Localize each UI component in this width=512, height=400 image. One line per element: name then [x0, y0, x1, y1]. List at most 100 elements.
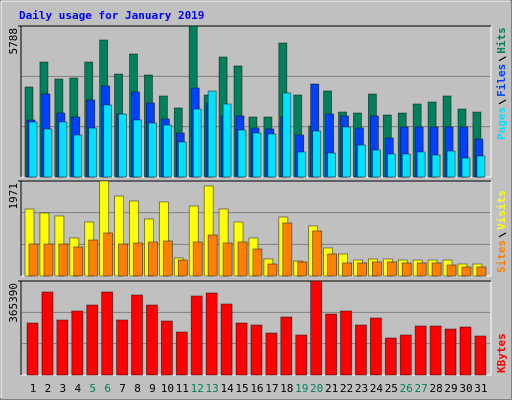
bar — [474, 335, 487, 376]
bar — [310, 280, 323, 376]
bar — [401, 262, 412, 277]
bar — [175, 331, 188, 376]
legend-entry: Files — [495, 64, 508, 97]
bar — [342, 262, 352, 277]
x-tick-label: 27 — [415, 382, 428, 395]
bar — [116, 319, 128, 376]
bar — [312, 230, 323, 277]
bar — [71, 310, 84, 376]
bar — [312, 130, 322, 178]
y-tick-label: 5788 — [7, 28, 20, 55]
x-tick-label: 9 — [149, 382, 156, 395]
bar — [297, 151, 307, 178]
bar — [414, 325, 427, 376]
bar — [461, 157, 471, 178]
legend-entry: Sites — [495, 240, 508, 273]
bar — [371, 261, 382, 277]
bar — [386, 261, 397, 277]
x-tick-label: 3 — [60, 382, 67, 395]
x-tick-label: 25 — [385, 382, 398, 395]
x-tick-label: 26 — [400, 382, 413, 395]
bar — [58, 243, 69, 277]
legend-separator — [498, 232, 507, 238]
bar — [86, 304, 99, 376]
legend-separator — [498, 99, 507, 105]
bar — [58, 121, 68, 178]
bar — [355, 324, 367, 376]
bar — [416, 151, 426, 178]
bar — [88, 127, 98, 178]
bar — [118, 243, 128, 277]
x-tick-label: 16 — [250, 382, 263, 395]
bar — [282, 92, 292, 178]
bar — [325, 313, 338, 376]
bar — [446, 150, 456, 178]
bar — [357, 262, 367, 277]
bar — [162, 124, 172, 178]
x-tick-label: 6 — [104, 382, 111, 395]
bar — [192, 241, 203, 277]
bar — [342, 126, 351, 178]
bar — [28, 121, 38, 178]
bar — [399, 334, 412, 376]
x-tick-label: 12 — [191, 382, 204, 395]
x-tick-label: 30 — [459, 382, 472, 395]
x-tick-label: 19 — [295, 382, 308, 395]
bar — [146, 304, 158, 376]
bar — [133, 119, 142, 178]
bar — [369, 317, 382, 376]
bar — [177, 141, 187, 178]
bar — [384, 337, 397, 376]
bar — [429, 325, 442, 376]
x-tick-label: 5 — [89, 382, 96, 395]
bar — [446, 264, 457, 277]
bar — [416, 262, 427, 277]
bar — [237, 241, 248, 277]
bar — [43, 128, 53, 178]
y-tick-label: 1971 — [7, 183, 20, 210]
bar — [222, 103, 232, 178]
x-tick-label: 17 — [265, 382, 278, 395]
bar — [207, 90, 217, 178]
bar — [103, 232, 114, 277]
bar — [340, 310, 352, 376]
bar — [267, 263, 278, 277]
bar — [252, 248, 263, 277]
bar — [101, 291, 114, 376]
legend-entry: Hits — [495, 27, 508, 54]
x-tick-label: 24 — [370, 382, 384, 395]
x-tick-label: 18 — [280, 382, 293, 395]
bar — [190, 295, 203, 376]
x-tick-label: 29 — [444, 382, 457, 395]
bar — [371, 149, 381, 178]
bar — [280, 316, 293, 376]
chart-title: Daily usage for January 2019 — [19, 9, 204, 22]
bar — [431, 154, 441, 178]
bar — [297, 261, 308, 277]
bar — [162, 240, 173, 277]
bar — [73, 246, 84, 277]
bar — [476, 266, 487, 277]
legend-entry: KBytes — [495, 333, 508, 373]
bar — [73, 134, 83, 178]
bar — [160, 320, 173, 376]
x-tick-label: 22 — [340, 382, 353, 395]
bar — [205, 292, 218, 376]
bar — [401, 153, 411, 178]
x-tick-label: 11 — [176, 382, 189, 395]
bar — [28, 243, 39, 277]
x-tick-label: 31 — [474, 382, 487, 395]
bar — [222, 242, 233, 277]
legend-separator — [498, 56, 507, 62]
x-tick-label: 15 — [235, 382, 248, 395]
bar — [459, 326, 472, 376]
x-tick-label: 23 — [355, 382, 368, 395]
bar — [476, 155, 486, 178]
bar — [237, 129, 247, 178]
bar — [282, 222, 293, 277]
bar — [56, 319, 69, 376]
x-tick-label: 10 — [161, 382, 174, 395]
x-tick-label: 1 — [30, 382, 37, 395]
